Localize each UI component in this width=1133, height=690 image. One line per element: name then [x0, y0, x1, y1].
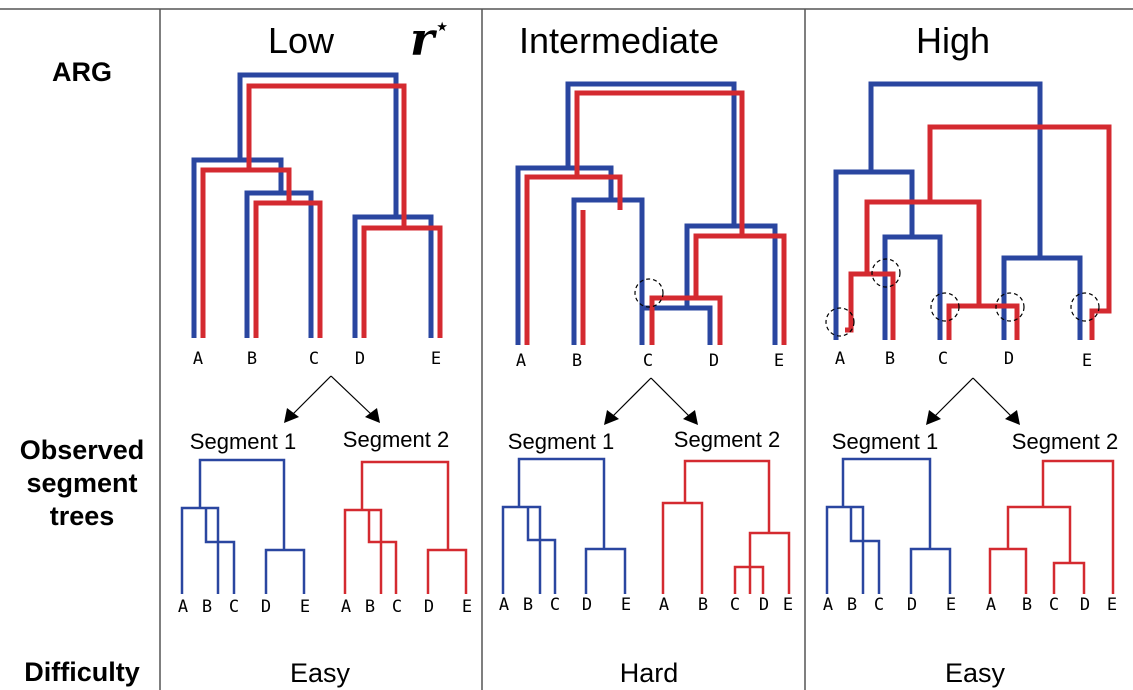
row-label-segment: segment [26, 468, 137, 498]
leaf-label: C [874, 595, 884, 615]
leaf-label: A [823, 595, 833, 615]
leaf-label: A [835, 349, 845, 369]
leaf-label: C [730, 595, 740, 615]
recombination-circle [871, 258, 901, 288]
segment2-label-intermediate: Segment 2 [674, 427, 780, 452]
segment-leaf-labels-low: A B C D E A B C D E [178, 597, 472, 617]
recombination-circle [995, 292, 1025, 322]
arg-tree-high [825, 81, 1112, 340]
leaf-label: B [202, 597, 212, 617]
segment2-label-low: Segment 2 [343, 427, 449, 452]
arg-low-red-lineage [200, 83, 443, 338]
leaf-label: E [300, 597, 310, 617]
split-arrows-low [284, 375, 380, 423]
leaf-label: B [885, 349, 895, 369]
difficulty-low: Easy [290, 658, 351, 688]
arg-intermediate-red-lineage [524, 90, 787, 345]
difficulty-high: Easy [945, 658, 1006, 688]
leaf-label: C [550, 595, 560, 615]
leaf-label: D [582, 595, 592, 615]
segment1-tree-low [180, 458, 306, 594]
row-label-observed: Observed [20, 435, 145, 465]
leaf-label: C [643, 351, 653, 371]
difficulty-intermediate: Hard [620, 658, 679, 688]
column-title-low: Low [268, 20, 335, 61]
leaf-label: E [621, 595, 631, 615]
segment2-label-high: Segment 2 [1012, 429, 1118, 454]
leaf-label: E [431, 349, 441, 369]
recombination-circle [930, 292, 960, 322]
leaf-label: A [178, 597, 188, 617]
leaf-label: C [309, 349, 319, 369]
arg-intermediate-leaf-labels: A B C D E [516, 351, 784, 371]
recombination-circle [825, 307, 855, 337]
recombination-circle [634, 278, 664, 308]
arg-intermediate-blue-lineage [515, 81, 778, 345]
leaf-label: D [1004, 349, 1014, 369]
leaf-label: D [424, 597, 434, 617]
leaf-label: E [1107, 595, 1117, 615]
segment2-tree-low [343, 460, 468, 594]
leaf-label: A [516, 351, 526, 371]
leaf-label: B [1022, 595, 1032, 615]
segment1-tree-intermediate [501, 457, 627, 594]
leaf-label: C [1049, 595, 1059, 615]
segment1-tree-high [825, 457, 952, 594]
leaf-label: C [229, 597, 239, 617]
leaf-label: A [341, 597, 351, 617]
split-arrows-intermediate [604, 377, 698, 425]
recombination-circles [825, 258, 1100, 337]
arg-high-red-lineage [845, 124, 1112, 340]
segment-leaf-labels-intermediate: A B C D E A B C D E [499, 595, 793, 615]
leaf-label: E [783, 595, 793, 615]
leaf-label: D [759, 595, 769, 615]
arg-high-blue-lineage [833, 81, 1083, 340]
leaf-label: E [462, 597, 472, 617]
arg-low-leaf-labels: A B C D E [193, 349, 441, 369]
leaf-label: A [659, 595, 669, 615]
leaf-label: C [938, 349, 948, 369]
leaf-label: B [572, 351, 582, 371]
leaf-label: D [709, 351, 719, 371]
recombination-circle [1070, 292, 1100, 322]
leaf-label: B [523, 595, 533, 615]
leaf-label: B [698, 595, 708, 615]
leaf-label: E [774, 351, 784, 371]
leaf-label: B [847, 595, 857, 615]
svg-text:⋆: ⋆ [434, 12, 450, 42]
segment2-tree-intermediate [661, 459, 791, 594]
row-label-arg: ARG [52, 57, 112, 87]
leaf-label: E [946, 595, 956, 615]
leaf-label: A [193, 349, 203, 369]
leaf-label: D [1080, 595, 1090, 615]
segment1-label-intermediate: Segment 1 [508, 429, 614, 454]
split-arrows-high [926, 377, 1020, 425]
arg-high-leaf-labels: A B C D E [835, 349, 1092, 371]
column-title-intermediate: Intermediate [519, 20, 719, 61]
leaf-label: B [247, 349, 257, 369]
arg-tree-low [191, 72, 443, 338]
arg-low-blue-lineage [191, 72, 434, 338]
leaf-label: D [261, 597, 271, 617]
row-label-trees: trees [50, 501, 115, 531]
svg-text:r: r [410, 12, 438, 66]
frame [0, 8, 1133, 690]
segment1-label-low: Segment 1 [190, 429, 296, 454]
leaf-label: A [499, 595, 509, 615]
leaf-label: A [986, 595, 996, 615]
column-title-high: High [916, 20, 990, 61]
leaf-label: C [392, 597, 402, 617]
r-star-symbol: r ⋆ [410, 12, 450, 66]
row-label-difficulty: Difficulty [24, 657, 140, 687]
leaf-label: D [907, 595, 917, 615]
segment2-tree-high [988, 459, 1115, 594]
arg-tree-intermediate [515, 81, 787, 345]
segment-leaf-labels-high: A B C D E A B C D E [823, 595, 1117, 615]
leaf-label: B [365, 597, 375, 617]
leaf-label: D [355, 349, 365, 369]
leaf-label: E [1082, 351, 1092, 371]
segment1-label-high: Segment 1 [832, 429, 938, 454]
